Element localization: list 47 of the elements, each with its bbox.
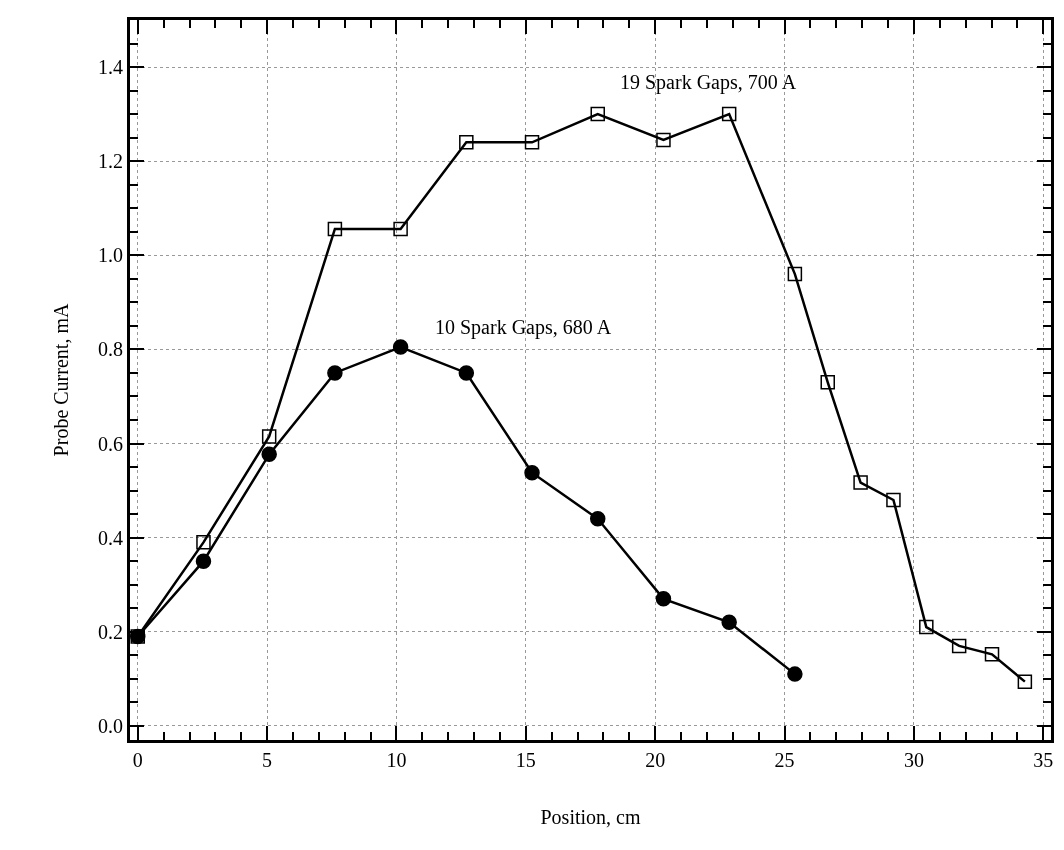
series-label: 10 Spark Gaps, 680 A	[435, 316, 612, 339]
x-tick-label: 5	[262, 749, 273, 771]
point	[853, 475, 868, 490]
y-tick-label: 0.4	[98, 526, 123, 549]
point	[820, 375, 835, 390]
y-tick-label: 0.6	[98, 432, 123, 455]
point	[656, 132, 671, 148]
point	[195, 553, 212, 569]
x-tick-label: 25	[774, 749, 795, 771]
point	[721, 614, 737, 631]
point	[590, 511, 606, 527]
point	[261, 429, 277, 444]
x-tick-label: 10	[386, 749, 407, 771]
point	[393, 221, 408, 237]
y-axis-title: Probe Current, mA	[49, 303, 72, 457]
x-axis-title: Position, cm	[540, 805, 641, 828]
point	[951, 638, 967, 654]
y-tick-label: 1.4	[98, 56, 123, 79]
y-tick-label: 0.2	[98, 620, 123, 643]
point	[886, 492, 901, 508]
x-tick-label: 30	[903, 749, 924, 771]
point	[919, 619, 934, 635]
series-label: 19 Spark Gaps, 700 A	[620, 71, 797, 94]
point	[721, 106, 737, 122]
point	[984, 647, 1000, 662]
y-tick-label: 1.0	[98, 244, 123, 267]
point	[1017, 674, 1033, 689]
y-tick-label: 0.0	[98, 714, 123, 737]
point	[327, 221, 343, 237]
x-tick-label: 35	[1033, 749, 1054, 771]
x-tick-label: 0	[132, 749, 143, 771]
point	[459, 135, 474, 150]
point	[196, 535, 211, 550]
point	[327, 365, 343, 381]
x-tick-label: 15	[515, 749, 536, 771]
point	[787, 666, 803, 682]
point	[590, 106, 605, 122]
x-tick-label: 20	[645, 749, 666, 771]
point	[787, 266, 803, 282]
point	[458, 365, 475, 381]
point	[524, 135, 540, 150]
y-tick-label: 1.2	[98, 150, 123, 173]
point	[261, 446, 277, 463]
y-tick-label: 0.8	[98, 338, 123, 361]
point	[524, 464, 540, 481]
point	[392, 339, 409, 355]
point	[655, 591, 672, 607]
